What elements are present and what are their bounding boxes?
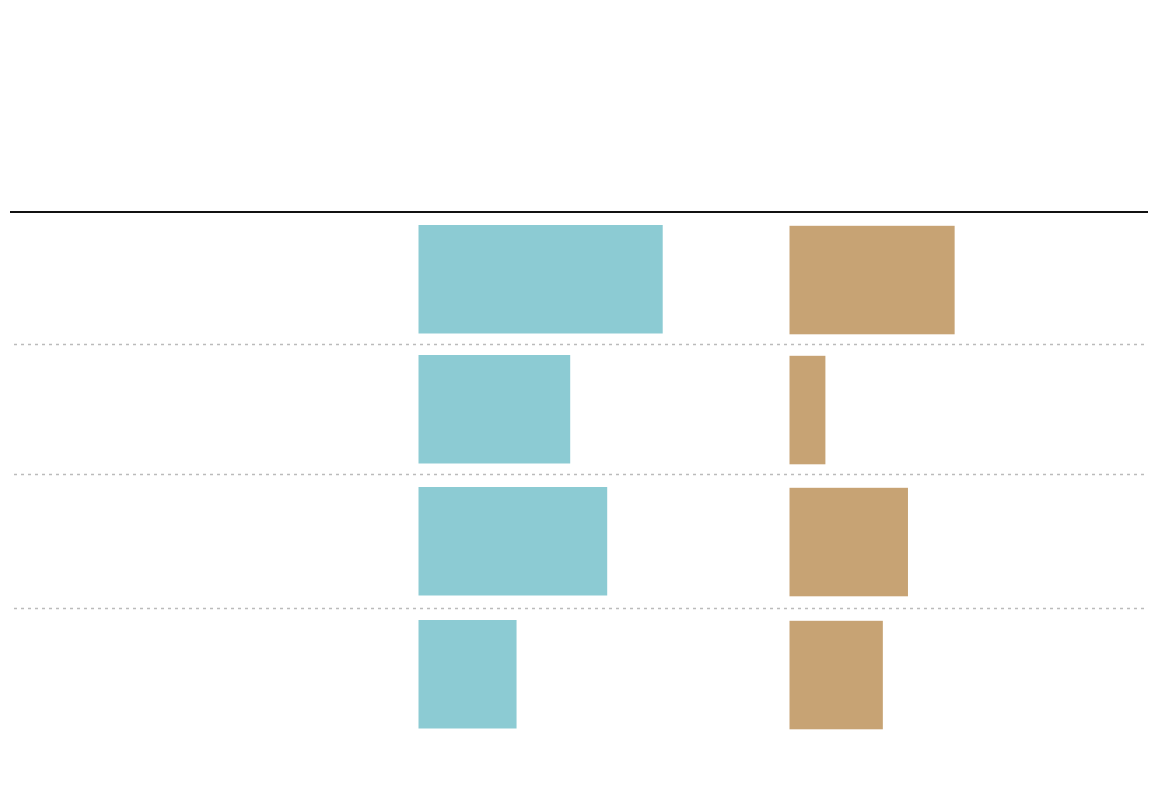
bar	[418, 487, 608, 596]
bar	[789, 355, 826, 465]
bar	[789, 225, 955, 335]
bar	[789, 620, 883, 730]
bar	[789, 487, 908, 597]
bar	[418, 355, 571, 464]
bar	[418, 620, 517, 729]
bar	[418, 225, 663, 334]
